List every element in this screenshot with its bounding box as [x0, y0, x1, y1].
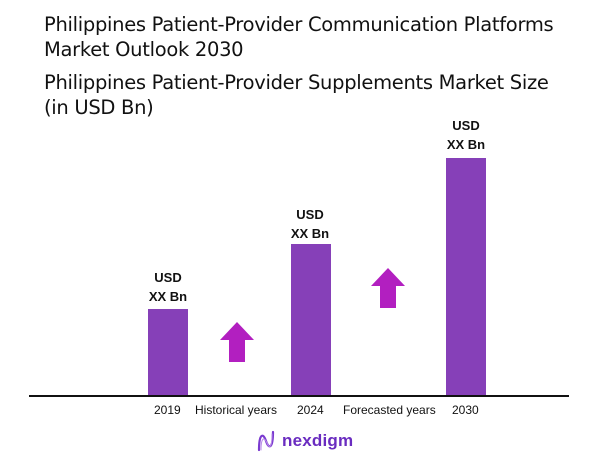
- x-tick-2019: 2019: [154, 403, 181, 417]
- bar-label-currency: USD: [154, 270, 182, 285]
- bar-label-value: XX Bn: [290, 226, 330, 241]
- bar-label-value: XX Bn: [148, 289, 188, 304]
- historical-years-label: Historical years: [195, 403, 278, 417]
- nexdigm-wave-icon: [257, 430, 275, 452]
- forecasted-years-label: Forecasted years: [343, 403, 436, 417]
- bar-label-currency: USD: [296, 207, 324, 222]
- bar-2019: [148, 309, 188, 395]
- bar-label-value: XX Bn: [446, 137, 486, 152]
- bar-value-label-2030: USD XX Bn: [426, 116, 506, 154]
- bar-label-currency: USD: [452, 118, 480, 133]
- growth-arrow-up-icon: [371, 268, 405, 308]
- bar-2024: [291, 244, 331, 395]
- bar-2030: [446, 158, 486, 395]
- nexdigm-logo: nexdigm: [256, 430, 353, 452]
- chart-title: Philippines Patient-Provider Communicati…: [44, 13, 554, 61]
- growth-arrow-up-icon: [220, 322, 254, 362]
- chart-subtitle: Philippines Patient-Provider Supplements…: [44, 71, 549, 119]
- x-tick-2024: 2024: [297, 403, 324, 417]
- x-axis-line: [29, 395, 569, 397]
- bar-value-label-2019: USD XX Bn: [128, 268, 208, 306]
- bar-value-label-2024: USD XX Bn: [270, 205, 350, 243]
- logo-text: nexdigm: [282, 431, 354, 450]
- x-tick-2030: 2030: [452, 403, 479, 417]
